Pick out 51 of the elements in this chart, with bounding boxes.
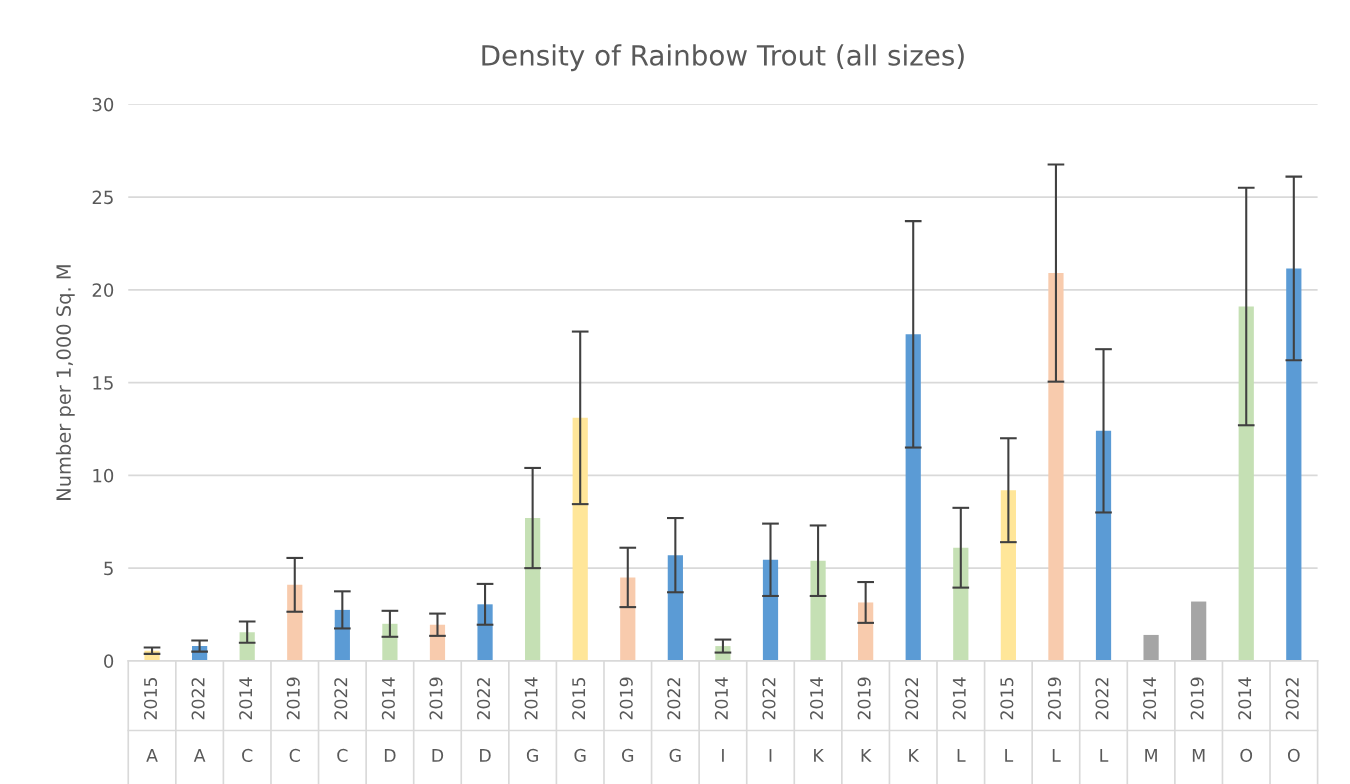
category-label: 2022 D [476,678,491,762]
bar [667,555,683,661]
category-label: 2019 M [1190,677,1205,762]
category-label: 2019 C [286,677,300,762]
category-label: 2015 L [1000,677,1014,762]
category-label: 2014 K [809,677,825,762]
category-label: 2015 A [143,677,158,762]
category-label: 2014 G [524,677,538,762]
category-label: 2022 L [1095,678,1109,762]
category-label: 2022 G [667,678,681,762]
category-label: 2019 L [1047,677,1061,762]
y-tick-label: 15 [93,376,113,390]
bar [287,584,303,661]
bar [525,518,541,661]
category-label: 2019 G [619,677,634,762]
bar [477,604,493,661]
y-tick-label: 5 [104,561,113,576]
bar [810,560,826,661]
category-label: 2022 O [1285,678,1300,762]
bar [572,417,588,661]
category-label: 2014 M [1143,677,1157,762]
category-label: 2015 G [572,677,586,762]
category-label: 2022 I [762,678,776,762]
bar [1238,306,1254,661]
bar [620,577,636,661]
y-tick-label: 20 [92,283,114,297]
y-axis-title: Number per 1,000 Sq. M [55,265,75,500]
bar [1286,268,1302,661]
category-label: 2022 K [905,678,920,762]
bar [1048,273,1064,661]
category-label: 2014 C [239,677,253,762]
category-label: 2019 D [429,677,444,762]
category-label: 2014 L [952,677,966,762]
category-label: 2014 D [381,677,396,762]
category-label: 2014 O [1238,677,1253,762]
bar [1191,601,1207,661]
y-tick-label: 0 [104,654,114,669]
category-label: 2022 C [334,678,348,762]
category-label: 2019 K [857,677,872,762]
y-tick-label: 25 [92,190,113,205]
category-label: 2022 A [191,678,206,762]
bar [905,334,921,661]
bar [1000,490,1016,661]
y-tick-label: 30 [92,97,114,112]
chart-title: Density of Rainbow Trout (all sizes) [482,44,964,72]
bar [953,547,969,661]
bar [858,602,874,661]
bar [1095,430,1112,661]
category-label: 2014 I [714,677,728,762]
bar [1143,634,1159,661]
y-tick-label: 10 [93,468,114,483]
